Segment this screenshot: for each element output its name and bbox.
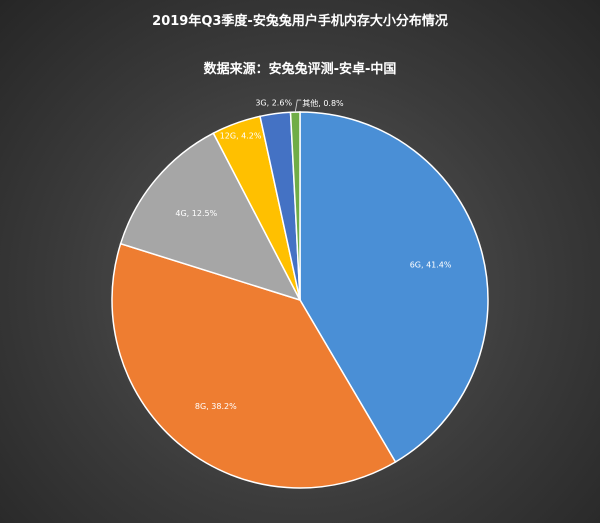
data-label-12g: 12G, 4.2% [220,132,262,141]
pie-slice-6g [299,111,489,463]
data-label-4g: 4G, 12.5% [175,209,217,218]
pie-slice-8g [111,242,397,489]
data-label-6g: 6G, 41.4% [410,260,452,269]
pie-slice-4g [119,132,302,302]
data-label-other: 其他, 0.8% [302,98,344,108]
data-label-3g: 3G, 2.6% [255,98,292,107]
leader-line-other [294,99,302,113]
data-label-8g: 8G, 38.2% [195,402,237,411]
chart-subtitle: 数据来源：安兔兔评测-安卓-中国 [203,62,397,77]
chart-title: 2019年Q3季度-安兔兔用户手机内存大小分布情况 [152,14,448,29]
pie-slice-other [289,111,301,301]
